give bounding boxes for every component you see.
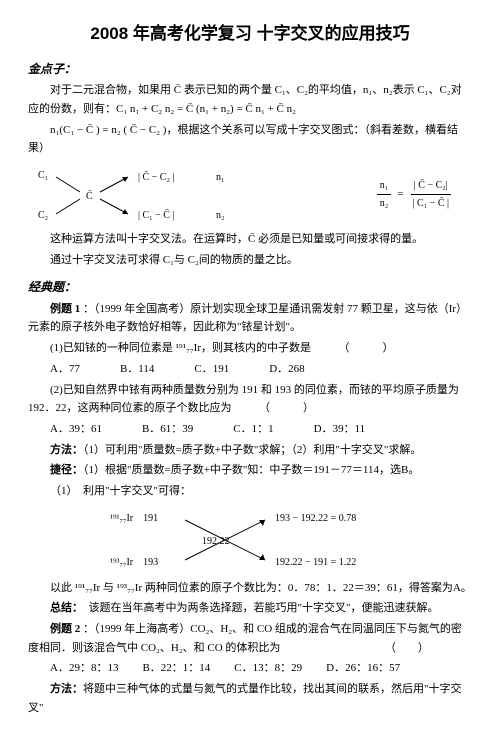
q2-opt-c: C．1：1 <box>233 420 273 439</box>
key-2: （1） 利用"十字交叉"可得： <box>28 482 472 501</box>
section-classic: 经典题： <box>28 277 472 297</box>
q1-opt-c: C．191 <box>194 360 229 379</box>
d2-center: 192.22 <box>202 536 230 547</box>
ex2-opt-b: B．22：1：14 <box>142 659 210 678</box>
ex1-label: 例题 1 <box>50 303 83 315</box>
d1-c1: C₁ <box>38 170 48 181</box>
ex2-opt-a: A．29：8：13 <box>50 659 118 678</box>
d2-rt: 193 − 192.22 = 0.78 <box>275 513 356 524</box>
d1-right-frac: | C̄ − C₂| | C₁ − C̄ | <box>410 177 452 212</box>
ex2-opt-c: C．13：8：29 <box>234 659 302 678</box>
cross-svg-2: ¹⁹¹₇₇Ir 191 ¹⁹³₇₇Ir 193 192.22 193 − 192… <box>90 505 410 575</box>
d1-cbar: C̄ <box>86 190 93 202</box>
q2-opt-d: D．39：11 <box>314 420 366 439</box>
para-intro-1: 对于二元混合物，如果用 C̄ 表示已知的两个量 C₁、C₂的平均值，n₁、n₂表… <box>28 81 472 118</box>
d2-lb: ¹⁹³₇₇Ir 193 <box>110 557 158 568</box>
q2-options: A．39：61 B．61：39 C．1：1 D．39：11 <box>50 420 472 439</box>
d1-r1: n₁ <box>216 172 225 183</box>
example-2: 例题 2 ：（1999 年上海高考）CO₂、H₂、和 CO 组成的混合气在同温同… <box>28 620 472 657</box>
q1-opt-d: D．268 <box>269 360 304 379</box>
example-1: 例题 1 例题 1 ：（1999 年全国高考）原计划实现全球卫星通讯需发射 77… <box>28 300 472 337</box>
q1-opt-a: A．77 <box>50 360 80 379</box>
summary-1: 总结： 该题在当年高考中为两条选择题，若能巧用"十字交叉"，便能迅速获解。 <box>28 599 472 618</box>
d1-diff2: | C₁ − C̄ | <box>138 209 174 221</box>
d1-r2: n₂ <box>216 210 225 221</box>
key-1: 捷径：（1）根据"质量数=质子数+中子数"知：中子数＝191－77＝114，选B… <box>28 461 472 480</box>
d2-rb: 192.22 − 191 = 1.22 <box>275 557 356 568</box>
para-explain-1: 这种运算方法叫十字交叉法。在运算时，C̄ 必须是已知量或可间接求得的量。 <box>28 230 472 249</box>
equals-sign: = <box>397 185 403 204</box>
q2-opt-a: A．39：61 <box>50 420 102 439</box>
cross-svg-1: C₁ C₂ C̄ | C̄ − C₂ | | C₁ − C̄ | n₁ n₂ <box>28 164 248 224</box>
method2-label: 方法： <box>50 683 83 695</box>
summary-label: 总结： <box>50 602 78 614</box>
ex2-options: A．29：8：13 B．22：1：14 C．13：8：29 D．26：16：57 <box>50 659 472 678</box>
d2-lt: ¹⁹¹₇₇Ir 191 <box>110 513 158 524</box>
question-2: (2)已知自然界中铱有两种质量数分别为 191 和 193 的同位素，而铱的平均… <box>28 381 472 418</box>
d1-left-frac: n₁ n₂ <box>377 177 392 212</box>
ex2-opt-d: D．26：16：57 <box>326 659 400 678</box>
d1-diff1: | C̄ − C₂ | <box>138 171 174 183</box>
method-label: 方法： <box>50 444 83 456</box>
cross-diagram-1: C₁ C₂ C̄ | C̄ − C₂ | | C₁ − C̄ | n₁ n₂ n… <box>28 164 472 224</box>
q1-opt-b: B．114 <box>120 360 154 379</box>
para-explain-2: 通过十字交叉法可求得 C₁与 C₂间的物质的量之比。 <box>28 251 472 270</box>
d1-equation: n₁ n₂ = | C̄ − C₂| | C₁ − C̄ | <box>377 177 452 212</box>
question-1: (1)已知铱的一种同位素是 ¹⁹¹₇₇Ir，则其核内的中子数是 （ ） <box>28 339 472 358</box>
section-gold: 金点子： <box>28 59 472 79</box>
ex2-label: 例题 2 <box>50 623 83 635</box>
para-intro-2: n₁(C₁ − C̄ ) = n₂ ( C̄ − C₂ )，根据这个关系可以写成… <box>28 121 472 158</box>
para-result: 以此 ¹⁹¹₇₇Ir 与 ¹⁹³₇₇Ir 两种同位素的原子个数比为：0．78：1… <box>28 579 472 598</box>
method-1: 方法：（1）可利用"质量数=质子数+中子数"求解；（2）利用"十字交叉"求解。 <box>28 441 472 460</box>
cross-diagram-2: ¹⁹¹₇₇Ir 191 ¹⁹³₇₇Ir 193 192.22 193 − 192… <box>28 505 472 575</box>
key-label: 捷径： <box>50 464 83 476</box>
d1-c2: C₂ <box>38 210 48 221</box>
method-2: 方法：将题中三种气体的式量与氮气的式量作比较，找出其间的联系，然后用"十字交叉" <box>28 680 472 717</box>
q2-opt-b: B．61：39 <box>142 420 193 439</box>
q1-options: A．77 B．114 C．191 D．268 <box>50 360 472 379</box>
page-title: 2008 年高考化学复习 十字交叉的应用技巧 <box>28 20 472 49</box>
